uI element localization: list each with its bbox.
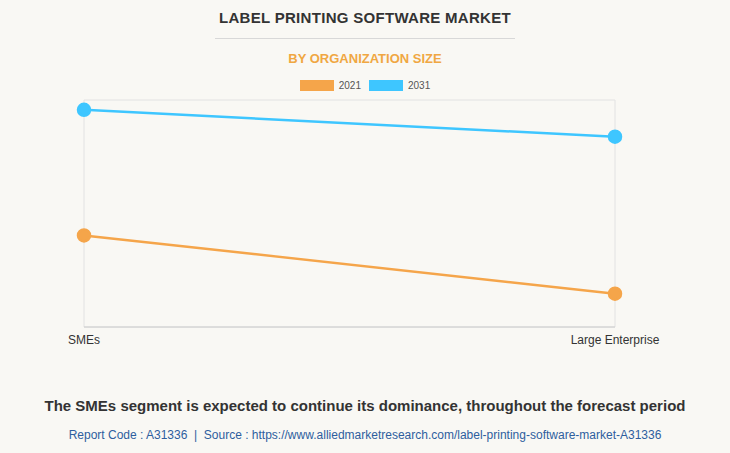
html-text:LABEL PRINTING SOFTWARE MARKET: LABEL PRINTING SOFTWARE MARKET [219, 9, 511, 26]
html-text:2021: 2021 [338, 80, 361, 91]
html-text:BY ORGANIZATION SIZE: BY ORGANIZATION SIZE [288, 51, 442, 66]
svg-text:SMEs: SMEs [68, 333, 100, 347]
svg-text:Large Enterprise: Large Enterprise [571, 333, 660, 347]
html-text:The SMEs segment is expected t: The SMEs segment is expected to continue… [44, 397, 686, 414]
html-text:Report Code : A31336 | Source: Report Code : A31336 | Source : https://… [68, 428, 662, 442]
html-text:2031: 2031 [408, 80, 431, 91]
